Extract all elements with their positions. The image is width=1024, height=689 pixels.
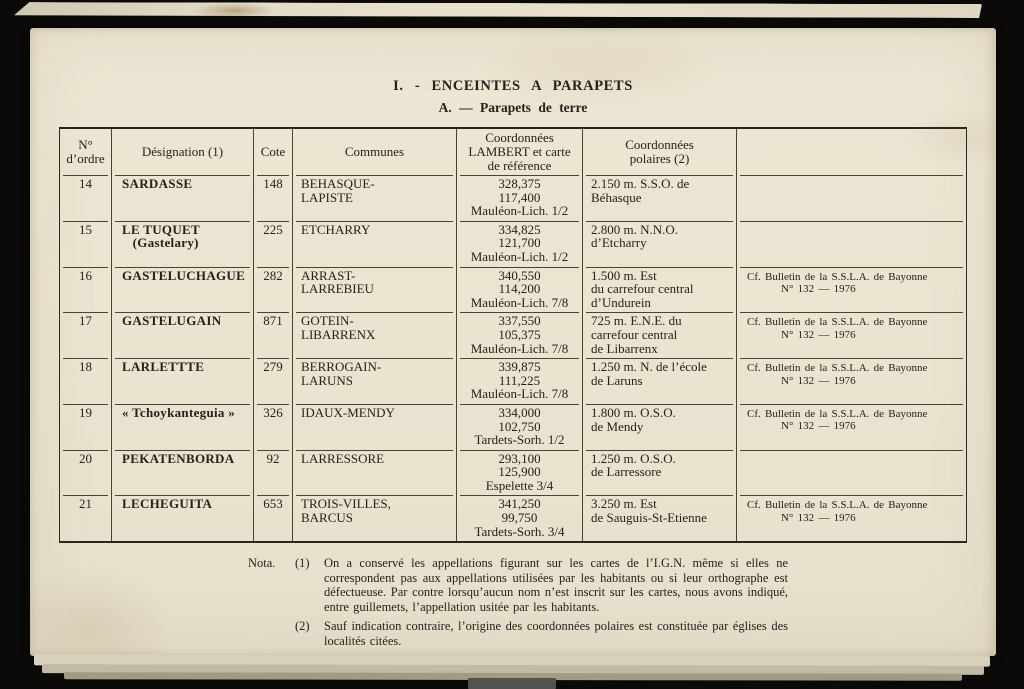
nota-item-1-number: (1)	[295, 556, 310, 571]
column-header-coordonnees-lambert: Coordonnées LAMBERT et carte de référenc…	[457, 129, 583, 175]
cell-cote: 871	[254, 312, 293, 359]
cell-communes: ETCHARRY	[293, 220, 457, 267]
table-body: 14 SARDASSE 148 BEHASQUE- LAPISTE 328,37…	[60, 175, 966, 542]
cell-cote: 326	[254, 403, 293, 450]
cell-coordonnees-polaires: 725 m. E.N.E. du carrefour central de Li…	[583, 312, 737, 359]
cell-cote: 225	[254, 220, 293, 267]
cell-coordonnees-lambert: 339,875 111,225 Mauléon-Lich. 7/8	[457, 358, 583, 404]
table-row: 18 LARLETTTE 279 BERROGAIN- LARUNS 339,8…	[60, 358, 966, 404]
nota-item-1-text: On a conservé les appellations figurant …	[324, 556, 788, 614]
cell-observations: Cf. Bulletin de la S.S.L.A. de Bayonne N…	[737, 266, 966, 313]
cell-observations: Cf. Bulletin de la S.S.L.A. de Bayonne N…	[737, 358, 966, 404]
cell-numero-ordre: 15	[60, 220, 112, 267]
cell-coordonnees-polaires: 3.250 m. Est de Sauguis-St-Etienne	[583, 495, 737, 542]
cell-observations	[737, 175, 966, 221]
cell-coordonnees-lambert: 293,100 125,900 Espelette 3/4	[457, 449, 583, 496]
table-header-row: N° d’ordre Désignation (1) Cote Communes…	[60, 129, 966, 175]
scanned-page: I. - ENCEINTES A PARAPETS A. — Parapets …	[30, 28, 996, 656]
cell-numero-ordre: 20	[60, 449, 112, 496]
nota-label: Nota.	[248, 556, 276, 571]
column-header-coordonnees-polaires: Coordonnées polaires (2)	[583, 129, 737, 175]
table-row: 16 GASTELUCHAGUE 282 ARRAST- LARREBIEU 3…	[60, 266, 966, 313]
cell-designation: GASTELUCHAGUE	[112, 266, 254, 313]
cell-coordonnees-polaires: 1.250 m. O.S.O. de Larressore	[583, 449, 737, 496]
cell-designation: GASTELUGAIN	[112, 312, 254, 359]
table-row: 14 SARDASSE 148 BEHASQUE- LAPISTE 328,37…	[60, 175, 966, 221]
cell-coordonnees-polaires: 2.150 m. S.S.O. de Béhasque	[583, 175, 737, 221]
cell-communes: IDAUX-MENDY	[293, 403, 457, 450]
cell-cote: 148	[254, 175, 293, 221]
cell-numero-ordre: 16	[60, 266, 112, 313]
table-row: 15 LE TUQUET (Gastelary) 225 ETCHARRY 33…	[60, 220, 966, 267]
cell-coordonnees-lambert: 334,000 102,750 Tardets-Sorh. 1/2	[457, 403, 583, 450]
column-header-communes: Communes	[293, 129, 457, 175]
cell-communes: BEHASQUE- LAPISTE	[293, 175, 457, 221]
cell-designation: SARDASSE	[112, 175, 254, 221]
parapets-table: N° d’ordre Désignation (1) Cote Communes…	[59, 127, 967, 544]
cell-observations: Cf. Bulletin de la S.S.L.A. de Bayonne N…	[737, 312, 966, 358]
column-header-designation: Désignation (1)	[112, 129, 254, 175]
cell-coordonnees-polaires: 1.250 m. N. de l’école de Laruns	[583, 358, 737, 404]
cell-observations	[737, 449, 966, 496]
cell-numero-ordre: 17	[60, 312, 112, 359]
cell-communes: GOTEIN- LIBARRENX	[293, 312, 457, 359]
cell-cote: 279	[254, 358, 293, 404]
table-row: 17 GASTELUGAIN 871 GOTEIN- LIBARRENX 337…	[60, 312, 966, 359]
cell-communes: LARRESSORE	[293, 449, 457, 496]
page-title: I. - ENCEINTES A PARAPETS	[393, 78, 633, 94]
cell-coordonnees-polaires: 2.800 m. N.N.O. d’Etcharry	[583, 220, 737, 267]
cell-coordonnees-lambert: 341,250 99,750 Tardets-Sorh. 3/4	[457, 495, 583, 542]
cell-coordonnees-polaires: 1.800 m. O.S.O. de Mendy	[583, 403, 737, 450]
table-row: 21 LECHEGUITA 653 TROIS-VILLES, BARCUS 3…	[60, 495, 966, 542]
nota-item-2-text: Sauf indication contraire, l’origine des…	[324, 619, 788, 648]
cell-cote: 282	[254, 266, 293, 313]
cell-observations	[737, 220, 966, 267]
nota: Nota. (1) On a conservé les appellations…	[248, 556, 788, 648]
cell-communes: TROIS-VILLES, BARCUS	[293, 495, 457, 542]
cell-communes: ARRAST- LARREBIEU	[293, 266, 457, 313]
cell-observations: Cf. Bulletin de la S.S.L.A. de Bayonne N…	[737, 495, 966, 541]
cell-numero-ordre: 19	[60, 403, 112, 450]
cell-coordonnees-polaires: 1.500 m. Est du carrefour central d’Undu…	[583, 266, 737, 313]
table-row: 19 « Tchoykanteguia » 326 IDAUX-MENDY 33…	[60, 403, 966, 450]
cell-designation: « Tchoykanteguia »	[112, 403, 254, 450]
cell-cote: 653	[254, 495, 293, 542]
cell-coordonnees-lambert: 337,550 105,375 Mauléon-Lich. 7/8	[457, 312, 583, 359]
cell-coordonnees-lambert: 340,550 114,200 Mauléon-Lich. 7/8	[457, 266, 583, 313]
column-header-cote: Cote	[254, 129, 293, 175]
cell-coordonnees-lambert: 334,825 121,700 Mauléon-Lich. 1/2	[457, 220, 583, 267]
cell-observations: Cf. Bulletin de la S.S.L.A. de Bayonne N…	[737, 403, 966, 450]
cell-designation: LARLETTTE	[112, 358, 254, 404]
cell-numero-ordre: 21	[60, 495, 112, 542]
page-subtitle: A. — Parapets de terre	[438, 100, 588, 115]
column-header-numero-ordre: N° d’ordre	[60, 129, 112, 175]
previous-page-edge	[14, 2, 982, 18]
table-row: 20 PEKATENBORDA 92 LARRESSORE 293,100 12…	[60, 449, 966, 496]
cell-numero-ordre: 18	[60, 358, 112, 404]
cell-cote: 92	[254, 449, 293, 496]
cell-coordonnees-lambert: 328,375 117,400 Mauléon-Lich. 1/2	[457, 175, 583, 221]
cell-communes: BERROGAIN- LARUNS	[293, 358, 457, 404]
column-header-observations	[737, 129, 966, 175]
cell-designation: LECHEGUITA	[112, 495, 254, 542]
cell-designation: PEKATENBORDA	[112, 449, 254, 496]
nota-item-2-number: (2)	[295, 619, 310, 634]
nota-spacer	[248, 619, 292, 648]
bottom-notch	[468, 678, 556, 689]
cell-numero-ordre: 14	[60, 175, 112, 221]
cell-designation: LE TUQUET (Gastelary)	[112, 220, 254, 267]
